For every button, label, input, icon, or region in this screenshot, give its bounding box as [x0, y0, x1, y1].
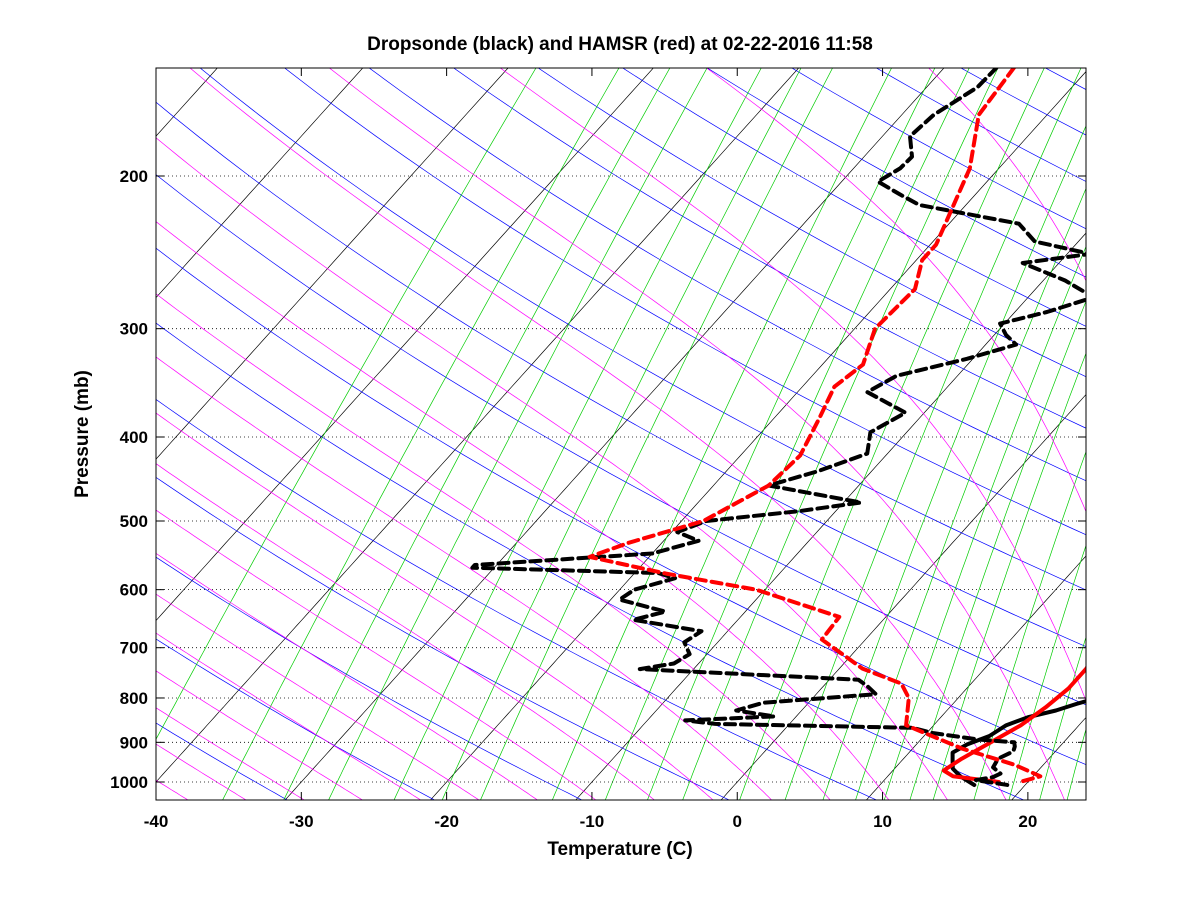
isotherm-line — [865, 555, 1086, 800]
dry-adiabat-line — [156, 638, 436, 800]
isotherm-line — [1011, 716, 1086, 800]
dry-adiabat-line — [622, 68, 1086, 327]
isotherm-line — [156, 68, 800, 783]
moist-adiabat-line — [156, 670, 364, 800]
moist-adiabat-line — [156, 743, 247, 800]
moist-adiabat-line — [156, 356, 773, 800]
mixing-ratio-line — [822, 125, 1086, 800]
y-tick-label: 1000 — [110, 773, 148, 792]
moist-adiabat-line — [1106, 42, 1200, 804]
chart-title: Dropsonde (black) and HAMSR (red) at 02-… — [367, 34, 873, 55]
moist-adiabat-line — [156, 593, 480, 800]
x-tick-label: 10 — [873, 812, 892, 831]
y-tick-label: 900 — [120, 733, 148, 752]
mixing-ratio-line — [393, 68, 762, 800]
moist-adiabat-line — [0, 252, 136, 804]
moist-adiabat-line — [156, 707, 305, 800]
moist-adiabat-line — [156, 509, 597, 800]
dry-adiabat-line — [368, 68, 1086, 482]
mixing-ratio-line — [1135, 42, 1200, 804]
x-tick-label: -30 — [289, 812, 314, 831]
y-tick-label: 300 — [120, 320, 148, 339]
mixing-ratio-line — [739, 68, 1045, 800]
x-tick-label: 0 — [733, 812, 742, 831]
mixing-ratio-line — [1091, 42, 1200, 804]
mixing-ratio-line — [784, 68, 1082, 800]
isotherm-line — [156, 68, 509, 460]
dry-adiabat-line — [1163, 42, 1200, 804]
mixing-ratio-line — [1172, 42, 1200, 804]
dry-adiabat-line — [156, 722, 289, 800]
axis-ticks — [155, 68, 1086, 800]
isotherm-line — [429, 71, 1086, 800]
mixing-ratio-line — [222, 68, 620, 800]
moist-adiabat-line — [156, 463, 655, 800]
mixing-ratio-line — [551, 68, 892, 800]
moist-adiabat-line — [156, 632, 422, 800]
dry-adiabat-line — [537, 68, 1086, 378]
y-tick-label: 400 — [120, 428, 148, 447]
mixing-ratio-line — [156, 68, 537, 740]
mixing-ratio-line — [1039, 635, 1086, 800]
mixing-ratio-line — [480, 68, 833, 800]
x-tick-label: -10 — [580, 812, 605, 831]
moist-adiabat-line — [156, 137, 948, 800]
moist-adiabat-line — [156, 552, 539, 800]
dropsonde-temperature-line — [950, 699, 1086, 787]
isotherm-line — [156, 68, 654, 622]
pressure-gridlines — [156, 175, 1086, 783]
HAMSR-temperature-line — [941, 665, 1086, 784]
x-tick-label: 20 — [1018, 812, 1037, 831]
mixing-ratio-line — [909, 300, 1086, 800]
mixing-ratio-line — [441, 68, 802, 800]
isotherm-line — [1153, 42, 1200, 804]
dry-adiabat-line — [1080, 42, 1200, 804]
mixing-ratio-line — [1066, 727, 1086, 800]
y-tick-label: 500 — [120, 512, 148, 531]
plot-frame — [155, 67, 1087, 801]
y-tick-label: 600 — [120, 581, 148, 600]
isotherm-line — [720, 393, 1086, 800]
dry-adiabat-line — [156, 174, 1086, 706]
y-tick-label: 800 — [120, 689, 148, 708]
mixing-ratio-line — [973, 450, 1086, 800]
x-axis-label: Temperature (C) — [547, 839, 692, 860]
HAMSR-dew-point-line — [587, 68, 1043, 784]
dry-adiabat-line — [453, 68, 1086, 429]
profile-series — [470, 68, 1086, 787]
x-tick-label: -20 — [434, 812, 459, 831]
mixing-ratio-line — [1008, 544, 1086, 800]
axis-tick-labels: -40 -30 -20 -10 0 10 20 200 300 400 500 600 700 800 90… — [110, 167, 1037, 831]
x-tick-label: -40 — [144, 812, 169, 831]
y-tick-label: 700 — [120, 639, 148, 658]
dry-adiabat-line — [156, 101, 1086, 648]
dry-adiabat-line — [284, 68, 1086, 536]
dry-adiabat-line — [156, 322, 1025, 800]
isotherm-line — [284, 68, 945, 800]
mixing-ratio-line — [883, 245, 1086, 800]
mixing-ratio-line — [283, 68, 671, 800]
moist-adiabat-line — [706, 68, 1086, 513]
y-tick-label: 200 — [120, 167, 148, 186]
moist-adiabat-line — [189, 68, 1007, 800]
dry-adiabat-line — [156, 398, 878, 800]
mixing-ratio-line — [328, 68, 708, 800]
moist-adiabat-line — [156, 221, 890, 800]
y-axis-label: Pressure (mb) — [72, 370, 93, 498]
dry-adiabat-line — [156, 556, 583, 800]
